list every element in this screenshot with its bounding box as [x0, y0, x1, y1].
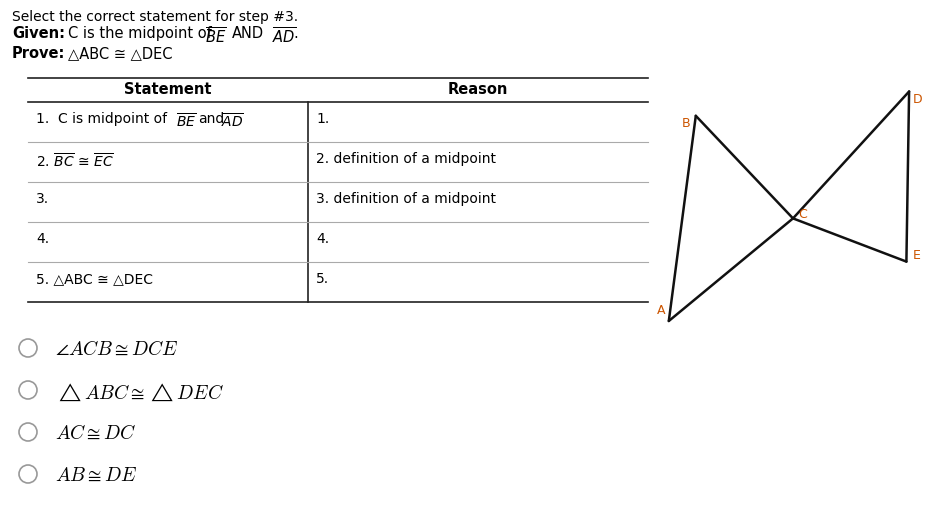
Text: △ABC ≅ △DEC: △ABC ≅ △DEC — [68, 46, 173, 61]
Text: $AC \cong DC$: $AC \cong DC$ — [55, 424, 137, 443]
Text: Given:: Given: — [12, 26, 65, 41]
Text: 2. definition of a midpoint: 2. definition of a midpoint — [316, 152, 496, 166]
Text: 3.: 3. — [36, 192, 49, 206]
Text: $\triangle ABC \cong \triangle DEC$: $\triangle ABC \cong \triangle DEC$ — [55, 382, 224, 403]
Text: $\mathit{\overline{AD}}$: $\mathit{\overline{AD}}$ — [221, 112, 244, 130]
Text: 5. △ABC ≅ △DEC: 5. △ABC ≅ △DEC — [36, 272, 153, 286]
Text: Reason: Reason — [447, 82, 508, 97]
Text: Select the correct statement for step #3.: Select the correct statement for step #3… — [12, 10, 298, 24]
Text: D: D — [913, 93, 922, 106]
Text: $\mathit{\overline{BE}}$: $\mathit{\overline{BE}}$ — [205, 26, 226, 46]
Text: E: E — [913, 249, 920, 262]
Text: .: . — [293, 26, 297, 41]
Text: C is the midpoint of: C is the midpoint of — [68, 26, 212, 41]
Text: B: B — [682, 117, 690, 130]
Text: A: A — [657, 304, 665, 318]
Text: 4.: 4. — [36, 232, 49, 246]
Text: Prove:: Prove: — [12, 46, 66, 61]
Text: 2. $\mathit{\overline{BC}}$ ≅ $\mathit{\overline{EC}}$: 2. $\mathit{\overline{BC}}$ ≅ $\mathit{\… — [36, 152, 113, 170]
Text: $\angle ACB \cong DCE$: $\angle ACB \cong DCE$ — [55, 340, 178, 359]
Text: $AB \cong DE$: $AB \cong DE$ — [55, 466, 138, 485]
Text: 5.: 5. — [316, 272, 329, 286]
Text: C: C — [798, 208, 808, 221]
Text: $\mathit{\overline{BE}}$: $\mathit{\overline{BE}}$ — [176, 112, 196, 130]
Text: AND: AND — [232, 26, 265, 41]
Text: 4.: 4. — [316, 232, 329, 246]
Text: 1.  C is midpoint of: 1. C is midpoint of — [36, 112, 167, 126]
Text: 1.: 1. — [316, 112, 329, 126]
Text: Statement: Statement — [124, 82, 212, 97]
Text: $\mathit{\overline{AD}}$: $\mathit{\overline{AD}}$ — [272, 26, 296, 46]
Text: 3. definition of a midpoint: 3. definition of a midpoint — [316, 192, 496, 206]
Text: and: and — [198, 112, 224, 126]
